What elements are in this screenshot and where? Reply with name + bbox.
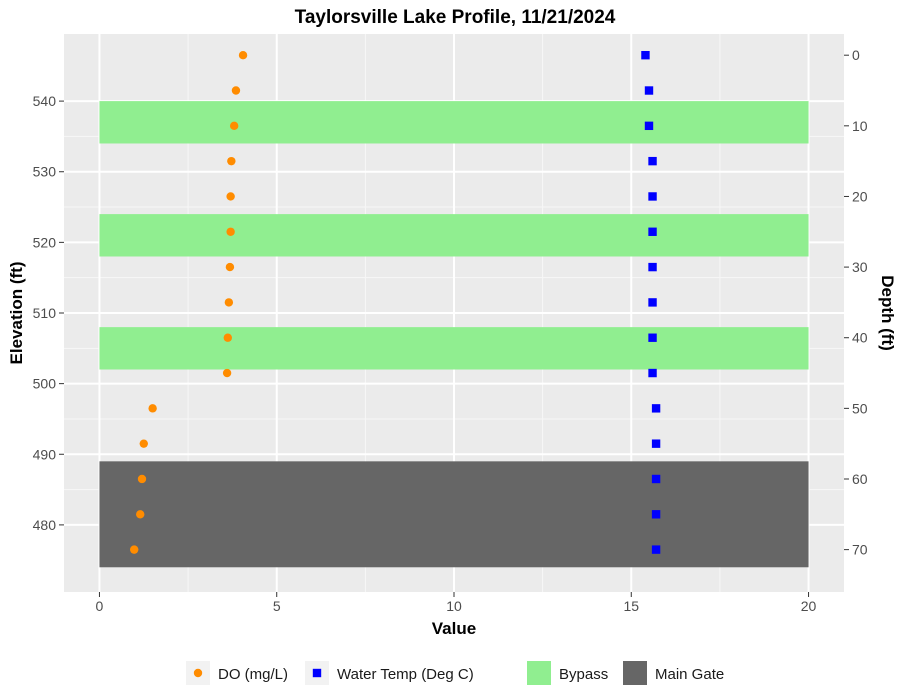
- do-point: [148, 404, 157, 413]
- x-tick-label: 0: [96, 598, 104, 614]
- do-point: [139, 439, 148, 448]
- data-points: [130, 50, 661, 554]
- y2-tick-label: 70: [852, 542, 868, 558]
- legend-key-water-temp: [312, 668, 322, 678]
- water-temp-point: [648, 227, 657, 236]
- y-tick-label: 480: [33, 517, 57, 533]
- x-axis-title: Value: [432, 619, 476, 638]
- water-temp-point: [651, 404, 661, 413]
- x-axis: 0 5 10 15 20: [96, 592, 817, 614]
- bypass-band: [99, 327, 809, 370]
- y-tick-label: 540: [33, 93, 57, 109]
- y2-tick-label: 0: [852, 47, 860, 63]
- legend-label: Main Gate: [655, 666, 724, 683]
- y2-tick-label: 50: [852, 400, 868, 416]
- y2-tick-label: 40: [852, 330, 868, 346]
- water-temp-point: [651, 439, 661, 448]
- water-temp-point: [648, 298, 657, 307]
- water-temp-point: [648, 262, 657, 272]
- legend-label: Bypass: [559, 666, 608, 683]
- water-temp-point: [641, 50, 650, 60]
- water-temp-point: [648, 368, 657, 378]
- legend-key-bg: [527, 661, 551, 685]
- do-point: [226, 192, 235, 201]
- y2-tick-label: 10: [852, 118, 868, 134]
- do-point: [137, 474, 147, 484]
- bands: [99, 101, 809, 568]
- do-point: [225, 262, 235, 272]
- y2-tick-label: 30: [852, 259, 868, 275]
- y-axis-title: Elevation (ft): [7, 262, 26, 365]
- x-tick-label: 10: [446, 598, 462, 614]
- legend-label: Water Temp (Deg C): [337, 666, 474, 683]
- do-point: [227, 156, 236, 166]
- chart-title: Taylorsville Lake Profile, 11/21/2024: [295, 7, 616, 28]
- water-temp-point: [651, 545, 661, 554]
- water-temp-point: [648, 333, 657, 342]
- legend-label: DO (mg/L): [218, 666, 288, 683]
- water-temp-point: [651, 510, 661, 519]
- y-tick-label: 530: [33, 164, 57, 180]
- y2-tick-label: 20: [852, 188, 868, 204]
- do-point: [222, 368, 232, 378]
- y-axis-left: 480 490 500 510 520 530 540: [33, 93, 64, 533]
- do-point: [229, 121, 239, 131]
- water-temp-point: [648, 156, 657, 166]
- water-temp-point: [648, 192, 657, 201]
- bypass-band: [99, 214, 809, 257]
- do-point: [226, 227, 235, 236]
- do-point: [224, 298, 234, 307]
- water-temp-point: [644, 121, 654, 131]
- main-gate-band: [99, 461, 809, 568]
- bypass-band: [99, 101, 809, 144]
- y2-axis-title: Depth (ft): [878, 275, 897, 351]
- do-point: [231, 86, 241, 95]
- y-tick-label: 490: [33, 446, 57, 462]
- do-point: [223, 333, 232, 342]
- y-tick-label: 510: [33, 305, 57, 321]
- y2-tick-label: 60: [852, 471, 868, 487]
- y-tick-label: 520: [33, 234, 57, 250]
- water-temp-point: [651, 474, 661, 484]
- x-tick-label: 20: [801, 598, 817, 614]
- do-point: [130, 545, 139, 554]
- water-temp-point: [644, 86, 654, 95]
- legend: DO (mg/L) Water Temp (Deg C) Bypass Main Ga…: [186, 661, 724, 685]
- legend-key-bg: [623, 661, 647, 685]
- legend-key-do: [193, 668, 203, 678]
- do-point: [136, 510, 145, 519]
- do-point: [238, 50, 248, 60]
- x-tick-label: 5: [273, 598, 281, 614]
- y-axis-right: 0 10 20 30 40 50 60 70: [844, 47, 868, 558]
- y-tick-label: 500: [33, 376, 57, 392]
- x-tick-label: 15: [623, 598, 639, 614]
